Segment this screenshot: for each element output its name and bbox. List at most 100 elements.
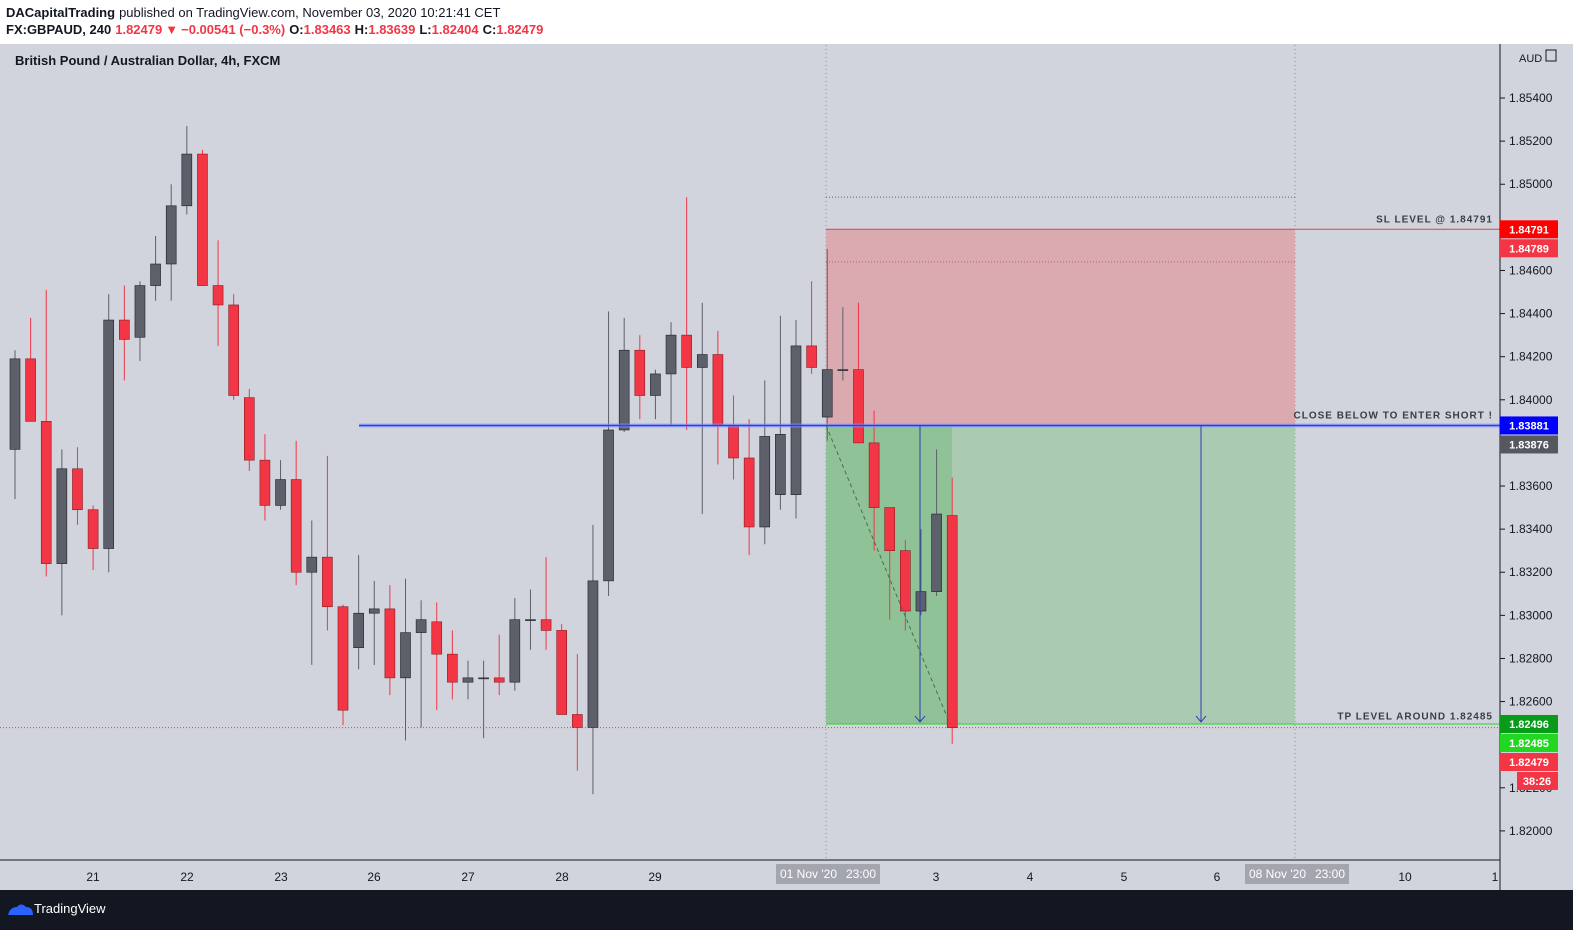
x-tick-label: 4 [1027,870,1034,884]
currency: AUD [1519,53,1542,65]
crosshair-date: 01 Nov '20 [780,867,837,881]
x-tick-label: 29 [648,870,662,884]
candle-body [931,513,942,592]
candle-body [572,714,583,728]
logo [8,904,33,915]
candle-body [493,677,505,683]
price-tag-label: 1.84791 [1509,224,1549,236]
price-tag [1500,220,1558,239]
ohlc-key: O: [289,22,303,37]
chart-title: British Pound / Australian Dollar, 4h, F… [15,53,280,68]
candle-body [665,334,677,375]
y-tick-label: 1.82000 [1509,824,1553,838]
candle-body [900,550,911,612]
candle-body [228,304,239,396]
ohlc-value: 1.83639 [368,22,415,37]
published: published on TradingView.com, November 0… [119,5,500,20]
candle-body [400,632,411,679]
candle-body [884,507,896,551]
plot [0,45,1500,860]
candle-body [540,619,552,631]
ohlc-key: L: [419,22,431,37]
candle-body [696,354,708,368]
header-bg [0,0,1573,44]
publisher: DACapitalTrading [6,5,115,20]
candle-body [556,630,568,715]
brand: TradingView [34,901,106,916]
price-tag [1500,752,1558,771]
header-line: DACapitalTrading published on TradingView… [6,5,500,20]
chart-bg [0,44,1573,890]
x-tick-label: 21 [86,870,100,884]
candle-body [946,515,958,728]
x-tick-label: 22 [180,870,194,884]
candle-body [853,369,864,444]
candle-body [759,436,771,528]
price-tag [1500,733,1558,752]
y-tick-label: 1.83400 [1509,522,1553,536]
x-tick-label: 1 [1492,870,1499,884]
candle-body [384,608,396,679]
crosshair-time: 23:00 [846,867,876,881]
candle-body [712,354,724,426]
candle-body [353,612,364,648]
footer-bg [0,890,1573,930]
price-tag-label: 1.83876 [1509,439,1549,451]
candle-body [197,153,208,286]
price-tag-label: 1.82496 [1509,719,1549,731]
candle-body [525,619,536,621]
candle-body [87,509,99,549]
x-tick-label: 6 [1214,870,1221,884]
projection [825,425,951,725]
candle-body [212,285,224,306]
price-tag [1500,435,1558,454]
arrow-head [1195,715,1207,723]
y-tick-label: 1.84200 [1509,350,1553,364]
y-tick-label: 1.82600 [1509,695,1553,709]
arrow-head [914,715,926,723]
ohlc-value: 1.83463 [304,22,351,37]
candle-body [40,421,52,564]
target-zone-filled [826,425,952,724]
x-tick-label: 10 [1398,870,1412,884]
last-price: 1.82479 [115,22,162,37]
candle-body [915,591,927,612]
y-tick-label: 1.85400 [1509,91,1553,105]
stop-zone [826,229,1295,426]
y-tick-label: 1.84600 [1509,263,1553,277]
y-tick-label: 1.83200 [1509,565,1553,579]
x-tick-label: 23 [274,870,288,884]
change: −0.00541 (−0.3%) [181,22,285,37]
candle-body [603,429,614,582]
candle-body [337,606,349,711]
candle-body [837,369,849,371]
candle-body [431,621,443,655]
candle-body [618,349,630,431]
ohlc-key: H: [355,22,369,37]
candle-body [103,319,115,549]
annotation: TP LEVEL AROUND 1.82485 [1337,711,1493,722]
candle-body [790,345,802,495]
price-tag-label: 1.83881 [1509,420,1549,432]
y-tick-label: 1.82800 [1509,651,1553,665]
symbol: FX:GBPAUD, 240 [6,22,111,37]
candle-body [743,457,755,528]
candle-body [634,349,646,396]
candle-body [72,468,83,511]
candle-body [181,153,193,207]
candle-body [9,358,21,450]
ohlc-key: C: [483,22,497,37]
candle-body [119,319,130,340]
candle-body [821,369,833,418]
candle-body [775,433,786,495]
candle-body [56,468,68,564]
candle-body [681,334,692,368]
ohlc-value: 1.82404 [432,22,480,37]
y-tick-label: 1.84000 [1509,393,1553,407]
candle-body [587,580,599,728]
countdown-bg [1517,771,1558,790]
price-tag-label: 1.82479 [1509,757,1549,769]
change-arrow: ▼ [165,22,178,37]
candle-body [165,205,177,265]
axis-menu-icon[interactable] [1545,49,1557,62]
